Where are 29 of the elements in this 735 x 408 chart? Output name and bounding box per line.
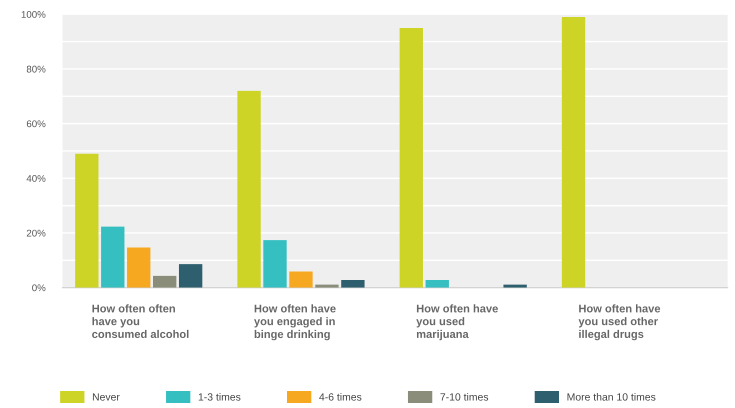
bar <box>101 226 124 288</box>
x-tick-label: How often have you used marijuana <box>416 304 498 340</box>
y-tick-label: 100% <box>22 11 46 18</box>
legend-label: 1-3 times <box>198 392 240 401</box>
bar <box>341 280 365 288</box>
bar <box>289 272 313 288</box>
legend-label: Never <box>92 393 120 401</box>
bar <box>75 154 98 288</box>
x-tick-label: How often often have you consumed alcohol <box>92 304 188 338</box>
y-tick-label: 0% <box>32 284 46 292</box>
bar <box>426 280 449 288</box>
bar <box>237 90 261 288</box>
legend-label: 7-10 times <box>440 392 488 401</box>
y-tick-label: 40% <box>26 175 46 182</box>
x-tick-label: How often have you engaged in binge drinking <box>254 304 336 340</box>
bar <box>400 28 423 288</box>
bar <box>127 247 150 288</box>
bar <box>263 240 287 288</box>
bar <box>315 284 339 288</box>
y-tick-label: 60% <box>26 120 46 128</box>
bar <box>178 264 202 288</box>
legend-label: 4-6 times <box>319 392 362 401</box>
y-tick-label: 20% <box>26 230 46 237</box>
bar <box>503 284 527 288</box>
bar <box>562 17 586 288</box>
x-tick-label: How often have you used other illegal drugs <box>578 304 660 340</box>
bar <box>153 276 176 288</box>
y-tick-label: 80% <box>26 66 46 73</box>
legend-label: More than 10 times <box>568 392 656 401</box>
